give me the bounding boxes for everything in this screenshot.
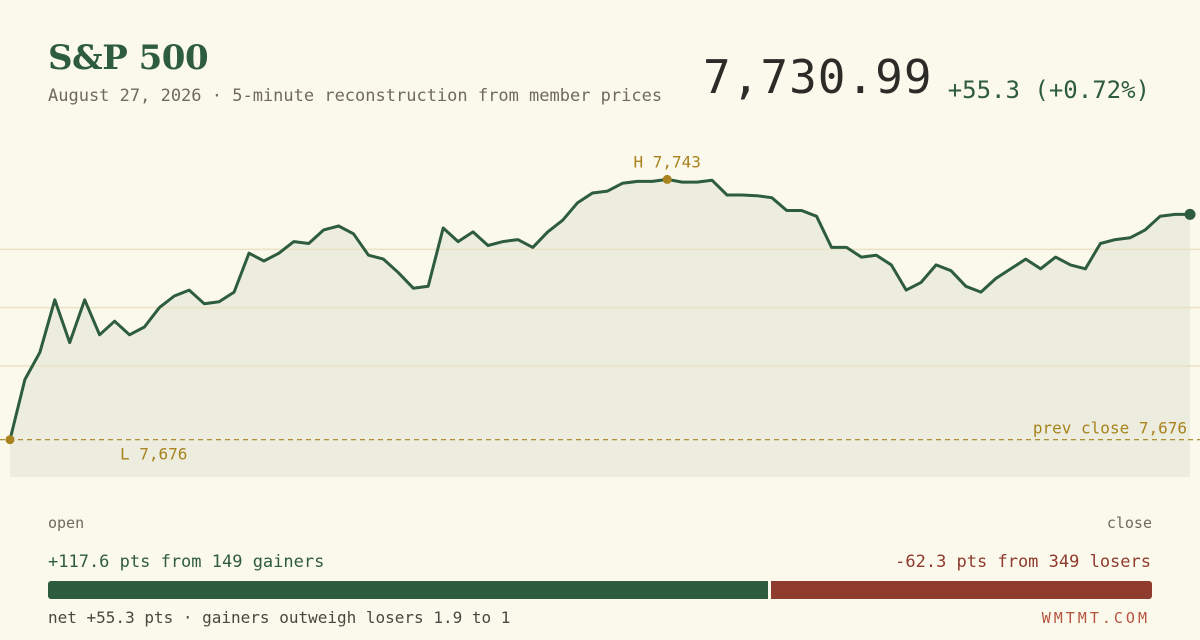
low-marker: [5, 435, 15, 445]
chart-area-fill: [10, 179, 1190, 477]
breadth-bar: [48, 581, 1152, 599]
last-price-marker: [1184, 208, 1196, 220]
losers-summary: -62.3 pts from 349 losers: [895, 552, 1151, 572]
high-label: H 7,743: [633, 152, 700, 171]
gainers-bar: [48, 581, 768, 599]
prev-close-label: prev close 7,676: [1033, 419, 1187, 438]
low-label: L 7,676: [120, 445, 187, 464]
page-title: S&P 500: [48, 38, 209, 78]
x-axis-end-label: close: [1106, 514, 1152, 532]
intraday-chart: H 7,743 L 7,676 prev close 7,676: [0, 152, 1200, 477]
net-summary: net +55.3 pts · gainers outweigh losers …: [48, 608, 511, 627]
price-line: [8, 177, 1192, 442]
high-marker: [662, 174, 672, 184]
losers-bar: [770, 581, 1152, 599]
gainers-summary: +117.6 pts from 149 gainers: [48, 552, 325, 572]
price-change: +55.3 (+0.72%): [947, 76, 1150, 104]
brand-mark: WMTMT.COM: [1041, 609, 1150, 627]
x-axis-start-label: open: [48, 514, 85, 532]
current-price: 7,730.99: [703, 50, 933, 104]
page-subtitle: August 27, 2026 · 5-minute reconstructio…: [48, 86, 663, 106]
bar-divider: [767, 581, 771, 599]
